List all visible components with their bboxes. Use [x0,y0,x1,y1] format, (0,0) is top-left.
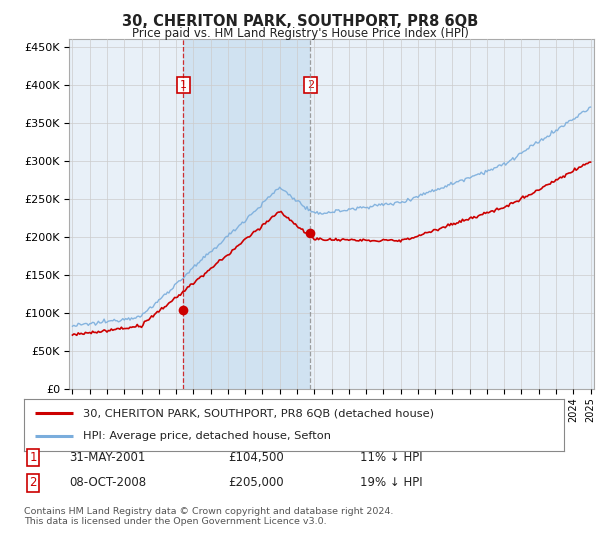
Text: 19% ↓ HPI: 19% ↓ HPI [360,476,422,489]
Text: Price paid vs. HM Land Registry's House Price Index (HPI): Price paid vs. HM Land Registry's House … [131,27,469,40]
Text: 2: 2 [307,80,314,90]
Text: 11% ↓ HPI: 11% ↓ HPI [360,451,422,464]
Bar [184,39,310,389]
Text: 08-OCT-2008: 08-OCT-2008 [69,476,146,489]
Text: 31-MAY-2001: 31-MAY-2001 [69,451,145,464]
Text: 1: 1 [180,80,187,90]
Text: 30, CHERITON PARK, SOUTHPORT, PR8 6QB (detached house): 30, CHERITON PARK, SOUTHPORT, PR8 6QB (d… [83,408,434,418]
Text: 2: 2 [29,476,37,489]
Text: 30, CHERITON PARK, SOUTHPORT, PR8 6QB: 30, CHERITON PARK, SOUTHPORT, PR8 6QB [122,14,478,29]
Text: £205,000: £205,000 [228,476,284,489]
Text: Contains HM Land Registry data © Crown copyright and database right 2024.
This d: Contains HM Land Registry data © Crown c… [24,507,394,526]
Text: £104,500: £104,500 [228,451,284,464]
Text: 1: 1 [29,451,37,464]
Text: HPI: Average price, detached house, Sefton: HPI: Average price, detached house, Seft… [83,431,331,441]
